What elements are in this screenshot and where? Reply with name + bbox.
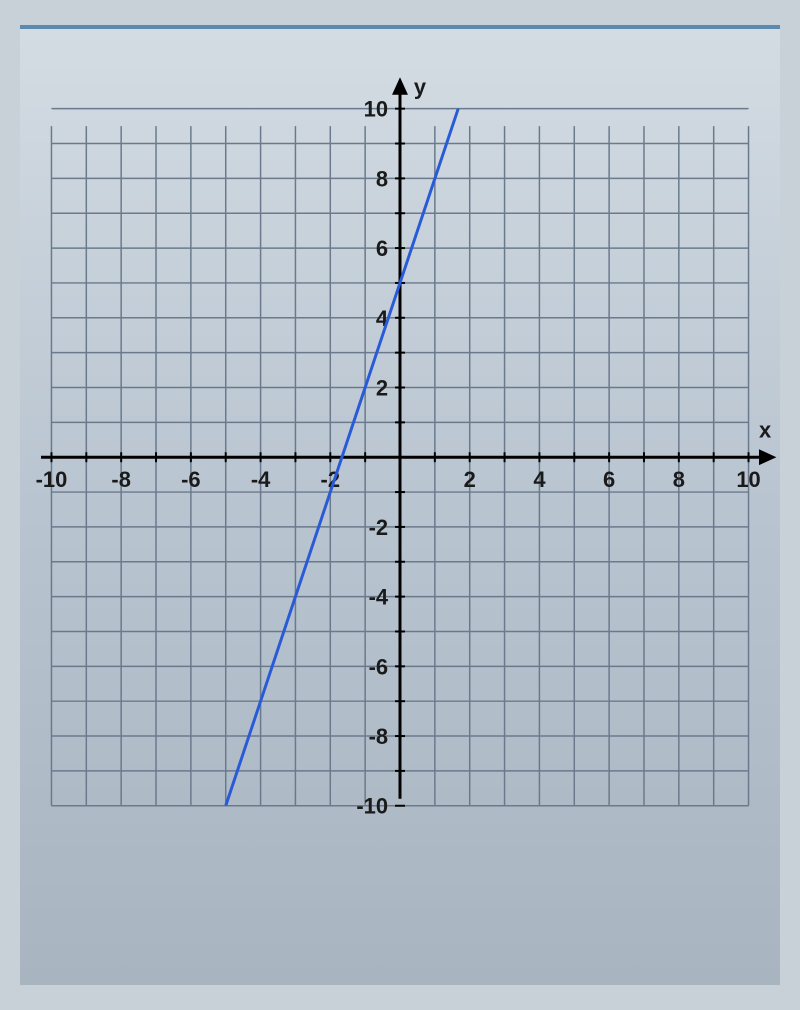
x-tick-label: 10 <box>736 467 760 492</box>
x-tick-label: 2 <box>464 467 476 492</box>
x-tick-label: 6 <box>603 467 615 492</box>
y-tick-label: -10 <box>356 794 388 819</box>
y-tick-label: -6 <box>369 654 388 679</box>
x-tick-label: -8 <box>111 467 130 492</box>
y-axis-label: y <box>414 75 427 100</box>
y-tick-label: 6 <box>376 236 388 261</box>
chart-container: -10-8-6-4-2246810-10-8-6-4-2246810xy <box>20 25 780 985</box>
coordinate-chart: -10-8-6-4-2246810-10-8-6-4-2246810xy <box>20 29 780 985</box>
x-tick-label: 4 <box>533 467 546 492</box>
y-tick-label: 10 <box>364 97 388 122</box>
x-axis-arrow <box>759 449 776 465</box>
y-tick-label: 2 <box>376 375 388 400</box>
x-tick-label: -6 <box>181 467 200 492</box>
y-axis-arrow <box>392 77 408 94</box>
x-tick-label: 8 <box>673 467 685 492</box>
x-tick-label: -10 <box>36 467 68 492</box>
y-tick-label: -8 <box>369 724 388 749</box>
x-axis-label: x <box>759 417 772 442</box>
y-tick-label: -2 <box>369 515 388 540</box>
x-tick-label: -4 <box>251 467 271 492</box>
y-tick-label: 8 <box>376 166 388 191</box>
y-tick-label: -4 <box>369 585 389 610</box>
